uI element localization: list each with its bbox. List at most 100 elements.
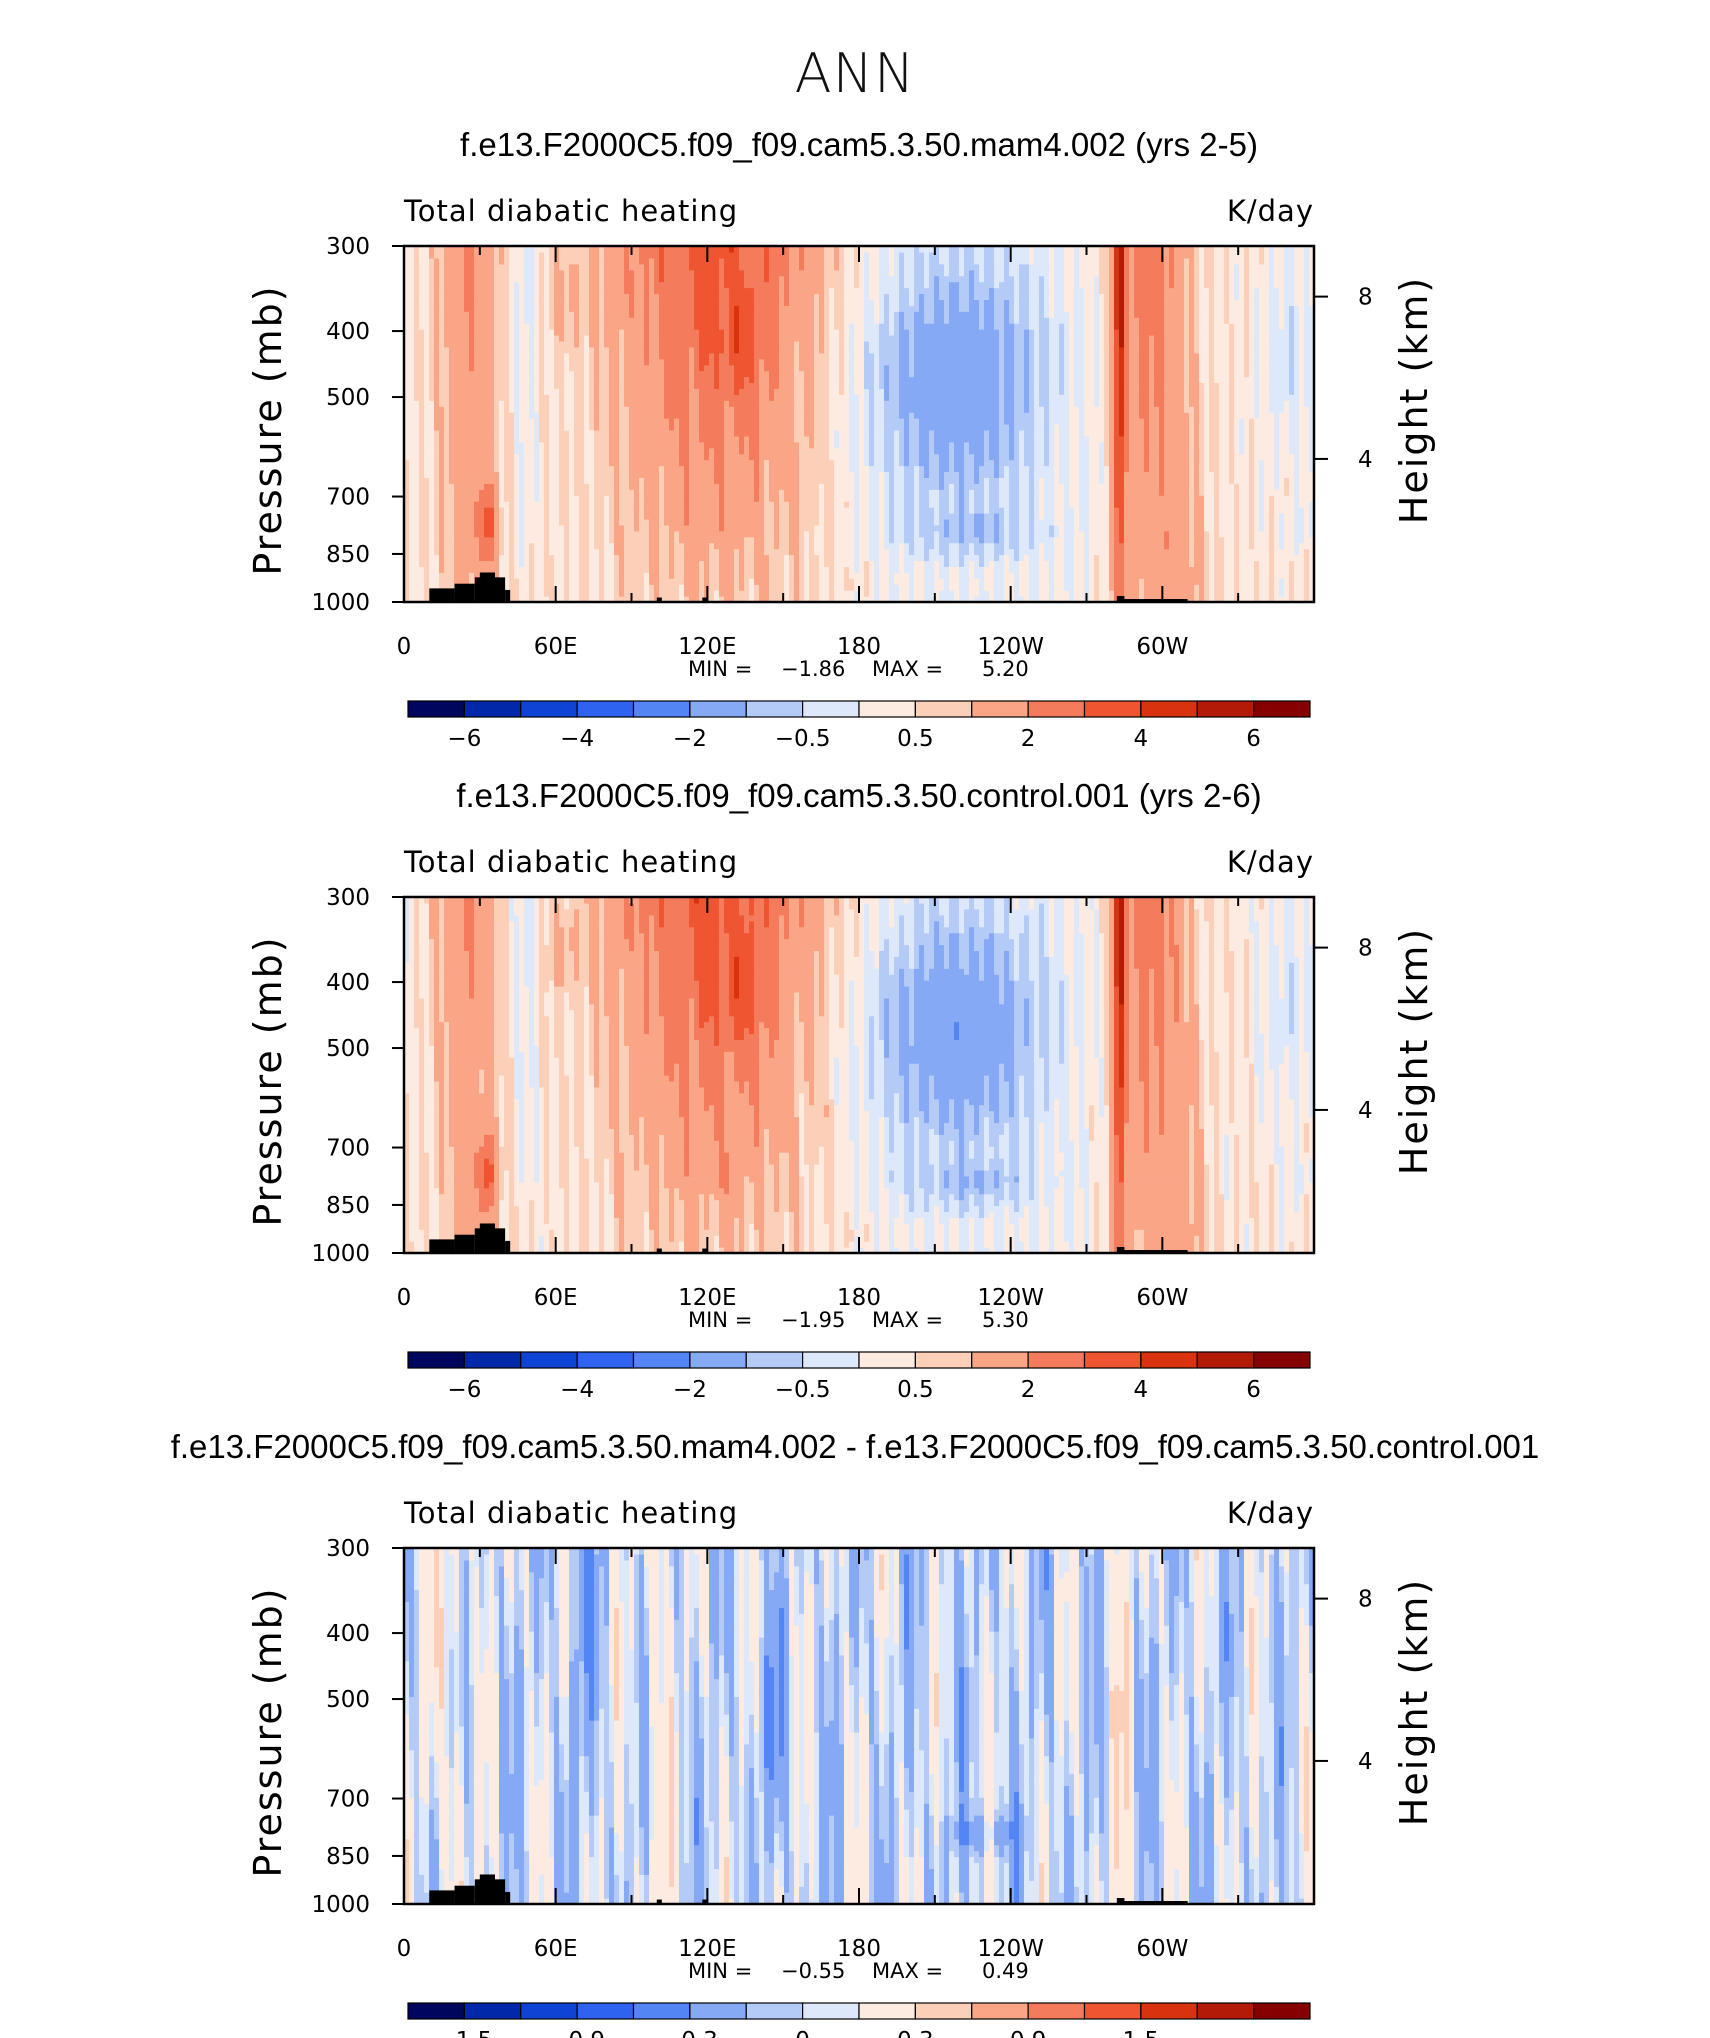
panel-3: f.e13.F2000C5.f09_f09.cam5.3.50.mam4.002… — [171, 1428, 1540, 2038]
colorbar-label: 4 — [1134, 726, 1149, 752]
colorbar-box — [1196, 700, 1255, 718]
y-tick-label: 400 — [326, 1621, 370, 1647]
colorbar-box — [407, 700, 465, 718]
min-max-readout: MIN = −1.86 MAX = 5.20 — [688, 657, 1029, 681]
colorbar-label: −2 — [673, 1377, 707, 1403]
min-value: −1.86 — [781, 657, 845, 681]
colorbar-box — [1027, 2002, 1086, 2020]
colorbar-box — [1253, 700, 1311, 718]
contour-field — [404, 897, 1315, 1254]
max-value: 5.30 — [982, 1308, 1029, 1332]
variable-label: Total diabatic heating — [403, 1496, 738, 1530]
variable-label: Total diabatic heating — [403, 194, 738, 228]
panel-1: f.e13.F2000C5.f09_f09.cam5.3.50.mam4.002… — [246, 126, 1436, 752]
max-value: 5.20 — [982, 657, 1029, 681]
colorbar-box — [1083, 700, 1142, 718]
units-label: K/day — [1227, 1496, 1314, 1530]
colorbar-box — [1253, 1351, 1311, 1369]
units-label: K/day — [1227, 845, 1314, 879]
colorbar-box — [1083, 1351, 1142, 1369]
colorbar-box — [1140, 700, 1198, 718]
units-label: K/day — [1227, 194, 1314, 228]
colorbar-box — [802, 1351, 860, 1369]
colorbar-box — [520, 2002, 578, 2020]
y-tick-label: 300 — [326, 234, 370, 260]
colorbar-label: 0.3 — [897, 2028, 934, 2038]
x-tick-label: 60E — [534, 634, 578, 660]
colorbar-box — [1253, 2002, 1311, 2020]
panel-title: f.e13.F2000C5.f09_f09.cam5.3.50.mam4.002… — [460, 126, 1258, 163]
variable-label: Total diabatic heating — [403, 845, 738, 879]
colorbar-box — [463, 2002, 522, 2020]
colorbar-label: 1.5 — [1123, 2028, 1160, 2038]
colorbar-box — [689, 1351, 747, 1369]
x-tick-label: 0 — [397, 634, 412, 660]
colorbar-box — [463, 1351, 522, 1369]
x-tick-label: 120E — [678, 1285, 736, 1311]
colorbar-box — [520, 700, 578, 718]
panel-title: f.e13.F2000C5.f09_f09.cam5.3.50.control.… — [456, 777, 1261, 814]
colorbar-box — [914, 2002, 973, 2020]
colorbar-box — [1027, 1351, 1086, 1369]
colorbar-label: −0.3 — [662, 2028, 718, 2038]
x-tick-label: 60W — [1136, 634, 1188, 660]
x-tick-label: 120W — [977, 1936, 1044, 1962]
colorbar: −6 −4 −2 −0.5 0.5 2 4 6 — [407, 700, 1311, 752]
colorbar-box — [914, 1351, 973, 1369]
y-axis-label: Pressure (mb) — [246, 284, 290, 575]
right-tick-label: 8 — [1358, 936, 1373, 962]
x-axis: 0 60E 120E 180 120W 60W — [397, 1548, 1315, 1962]
colorbar-label: −6 — [447, 726, 481, 752]
x-tick-label: 180 — [837, 634, 881, 660]
y-tick-label: 700 — [326, 1787, 370, 1813]
colorbar-label: 0.9 — [1010, 2028, 1047, 2038]
y-tick-label: 400 — [326, 970, 370, 996]
colorbar: −6 −4 −2 −0.5 0.5 2 4 6 — [407, 1351, 1311, 1403]
colorbar-box — [971, 1351, 1029, 1369]
colorbar-box — [745, 2002, 804, 2020]
colorbar-label: 6 — [1246, 1377, 1261, 1403]
colorbar-label: 0.5 — [897, 1377, 934, 1403]
colorbar-box — [1083, 2002, 1142, 2020]
colorbar-box — [632, 700, 691, 718]
topography-mask — [429, 1874, 1188, 1904]
x-axis: 0 60E 120E 180 120W 60W — [397, 897, 1315, 1311]
colorbar-box — [971, 700, 1029, 718]
colorbar-label: −4 — [560, 1377, 594, 1403]
y-tick-label: 400 — [326, 319, 370, 345]
colorbar-box — [914, 700, 973, 718]
y-axis: 300 400 500 700 850 1000 Pressure (mb) — [246, 1536, 404, 1918]
colorbar-box — [1140, 1351, 1198, 1369]
y-tick-label: 1000 — [311, 590, 370, 616]
colorbar-box — [858, 2002, 916, 2020]
colorbar-label: −0.5 — [775, 726, 831, 752]
topography-mask — [429, 1223, 1188, 1253]
colorbar-box — [1140, 2002, 1198, 2020]
colorbar-box — [576, 1351, 635, 1369]
x-tick-label: 60W — [1136, 1285, 1188, 1311]
contour-field — [404, 1548, 1315, 1905]
colorbar-box — [802, 700, 860, 718]
x-tick-label: 60E — [534, 1936, 578, 1962]
x-tick-label: 0 — [397, 1936, 412, 1962]
min-max-readout: MIN = −1.95 MAX = 5.30 — [688, 1308, 1029, 1332]
max-label: MAX = — [872, 1308, 943, 1332]
colorbar-label: −2 — [673, 726, 707, 752]
min-label: MIN = — [688, 657, 752, 681]
colorbar-box — [745, 1351, 804, 1369]
min-value: −0.55 — [781, 1959, 845, 1983]
colorbar-box — [632, 1351, 691, 1369]
y-tick-label: 850 — [326, 542, 370, 568]
colorbar-box — [858, 700, 916, 718]
colorbar-box — [407, 1351, 465, 1369]
colorbar-label: 0.5 — [897, 726, 934, 752]
colorbar-label: −0.5 — [775, 1377, 831, 1403]
y-tick-label: 1000 — [311, 1241, 370, 1267]
y-axis-label: Pressure (mb) — [246, 935, 290, 1226]
x-tick-label: 120E — [678, 1936, 736, 1962]
colorbar-box — [971, 2002, 1029, 2020]
colorbar-box — [576, 700, 635, 718]
colorbar-label: 0 — [795, 2028, 810, 2038]
right-tick-label: 4 — [1358, 1749, 1373, 1775]
